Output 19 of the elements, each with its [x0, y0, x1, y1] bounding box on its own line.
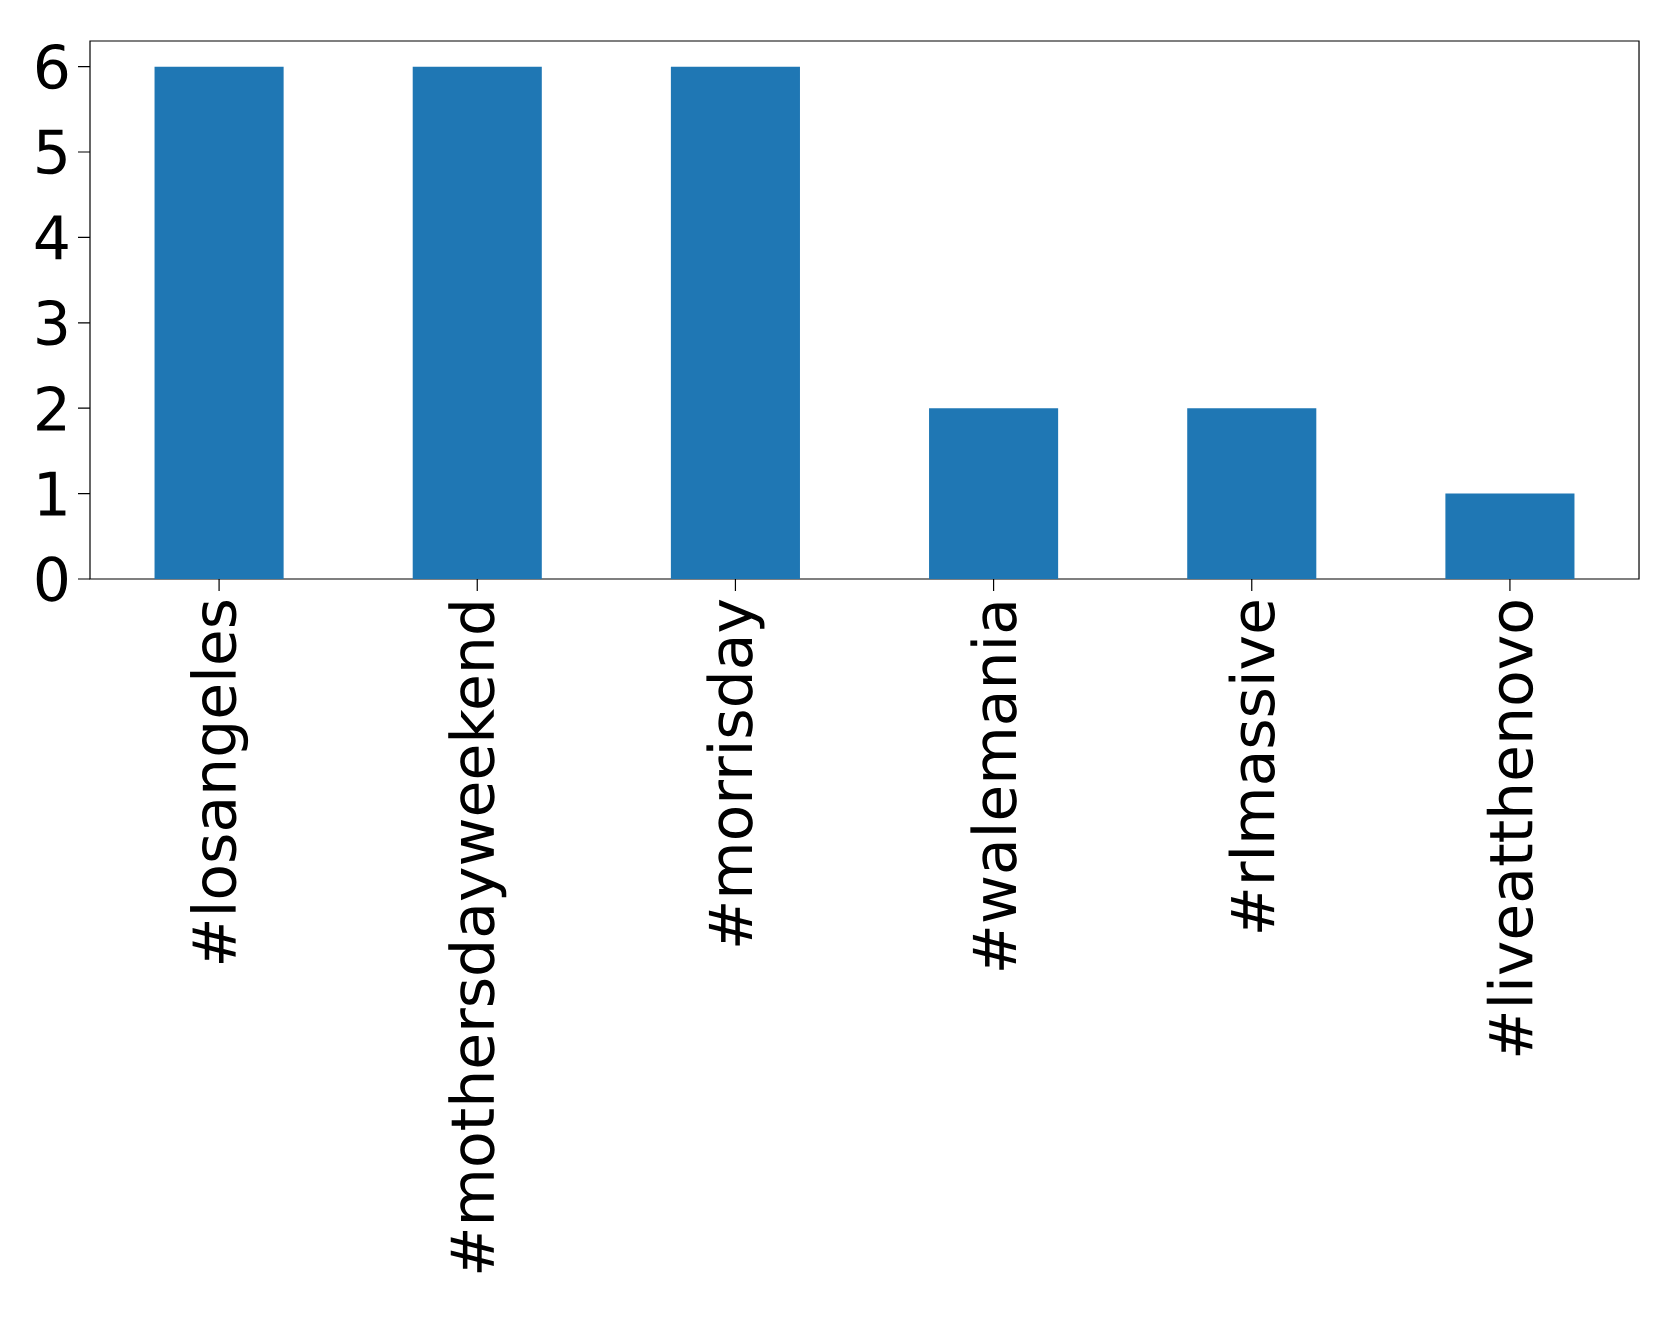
- y-tick-label: 0: [36, 556, 67, 602]
- bar: [1187, 408, 1317, 579]
- bar: [929, 408, 1059, 579]
- x-tick-label: #morrisday: [706, 599, 765, 946]
- bar: [154, 66, 284, 579]
- y-tick-label: 1: [39, 471, 66, 516]
- y-tick-label: 5: [37, 129, 66, 175]
- y-tick-label: 3: [37, 300, 67, 346]
- x-tick-label: #rlmassive: [1228, 601, 1275, 932]
- y-tick-label: 6: [36, 43, 68, 90]
- x-tick-label: #walemania: [970, 603, 1017, 970]
- bar: [670, 66, 800, 579]
- bar: [412, 66, 542, 579]
- x-tick-label: #losangeles: [190, 600, 249, 963]
- y-tick-label: 2: [37, 385, 65, 431]
- x-tick-label: #liveatthenovo: [1486, 601, 1534, 1056]
- bar: [1445, 493, 1575, 579]
- x-tick-label: #mothersdayweekend: [448, 603, 507, 1273]
- y-tick-label: 4: [35, 215, 68, 260]
